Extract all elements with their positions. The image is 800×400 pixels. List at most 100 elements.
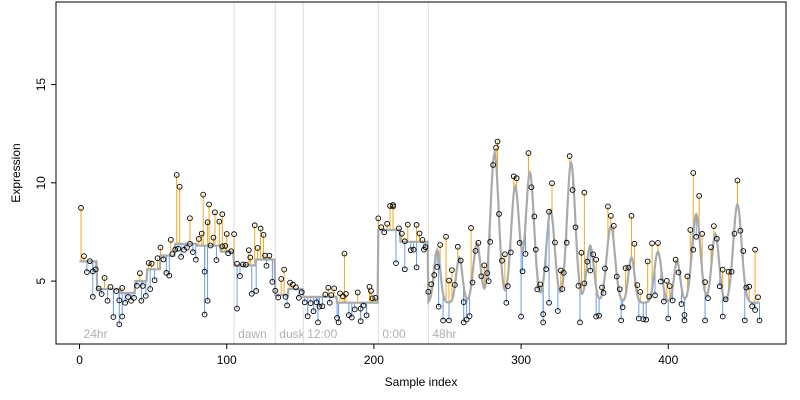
data-point (407, 247, 414, 253)
data-point (684, 273, 691, 280)
data-point (516, 240, 523, 246)
data-point (278, 276, 285, 282)
data-point (440, 317, 446, 324)
data-point (138, 297, 145, 304)
data-point (552, 239, 558, 246)
data-point (740, 248, 747, 254)
data-point (122, 299, 129, 306)
y-tick-label: 5 (34, 277, 48, 284)
data-point (560, 269, 567, 276)
data-point (549, 180, 555, 187)
data-point (507, 249, 514, 256)
region-separators: 24hr dawn dusk 12:00 0:00 48hr (84, 2, 456, 344)
data-point (584, 258, 591, 265)
data-point (387, 203, 393, 209)
data-point (390, 203, 396, 210)
data-point (368, 288, 374, 294)
data-point (518, 313, 524, 320)
data-point (599, 284, 605, 291)
data-point (746, 283, 753, 290)
data-point (206, 201, 212, 208)
data-point (454, 243, 461, 250)
data-point (672, 256, 679, 263)
data-point (428, 281, 435, 288)
data-point (184, 244, 190, 251)
data-point (219, 211, 226, 218)
data-point (166, 272, 173, 279)
data-point (696, 193, 703, 199)
data-point (737, 227, 744, 234)
data-point (401, 238, 408, 245)
region-label: dawn (238, 327, 267, 341)
data-point (643, 316, 650, 323)
data-point (322, 291, 329, 298)
data-point (478, 273, 485, 280)
data-point (466, 313, 473, 319)
data-point (702, 279, 708, 285)
data-point (460, 319, 467, 326)
data-point (137, 270, 143, 277)
data-point (284, 302, 290, 309)
data-point (125, 294, 131, 300)
data-point (446, 317, 452, 324)
data-point (590, 251, 597, 258)
data-point (431, 272, 438, 278)
data-point (262, 252, 268, 259)
x-axis: 0 100 200 300 400 (76, 344, 679, 367)
data-point (665, 315, 672, 322)
data-point (210, 234, 217, 241)
plot-frame (55, 1, 787, 345)
data-point (341, 250, 348, 257)
data-point (566, 153, 573, 160)
data-point (546, 208, 552, 215)
data-point (119, 313, 126, 320)
data-point (357, 318, 364, 325)
data-point (666, 283, 673, 289)
data-point (247, 254, 254, 261)
data-point (690, 246, 697, 253)
data-point (396, 225, 402, 232)
data-point (528, 184, 535, 191)
region-label: 12:00 (307, 327, 337, 341)
data-point (253, 288, 260, 294)
data-point (435, 303, 442, 310)
data-point (393, 260, 399, 267)
data-point (251, 222, 258, 229)
data-point (610, 223, 617, 229)
data-point (310, 308, 317, 315)
data-point (637, 288, 644, 295)
data-point (272, 287, 279, 294)
data-point (513, 175, 520, 182)
data-point (602, 265, 608, 272)
data-point (522, 251, 529, 257)
data-point (600, 290, 607, 296)
data-point (743, 284, 750, 291)
residual-segments (80, 141, 761, 325)
data-point (231, 231, 237, 237)
data-point (734, 177, 741, 184)
data-point (469, 279, 476, 286)
x-tick-label: 0 (76, 353, 83, 367)
data-point (175, 245, 182, 252)
data-point (263, 262, 270, 269)
data-point (719, 266, 726, 273)
data-point (687, 227, 694, 233)
data-point (575, 282, 582, 289)
data-point (619, 304, 626, 311)
data-point (410, 246, 417, 253)
y-tick-label: 15 (34, 78, 48, 92)
data-point (572, 224, 579, 231)
data-point (713, 235, 720, 242)
data-point (481, 262, 488, 269)
data-point (413, 264, 420, 271)
data-point (89, 293, 96, 300)
data-point (204, 297, 211, 304)
data-point (216, 218, 223, 225)
data-point (749, 303, 755, 310)
data-point (378, 224, 385, 231)
data-point (213, 257, 220, 263)
data-point (315, 319, 321, 326)
data-point (399, 230, 405, 237)
data-point (260, 231, 267, 238)
data-point (499, 257, 505, 264)
